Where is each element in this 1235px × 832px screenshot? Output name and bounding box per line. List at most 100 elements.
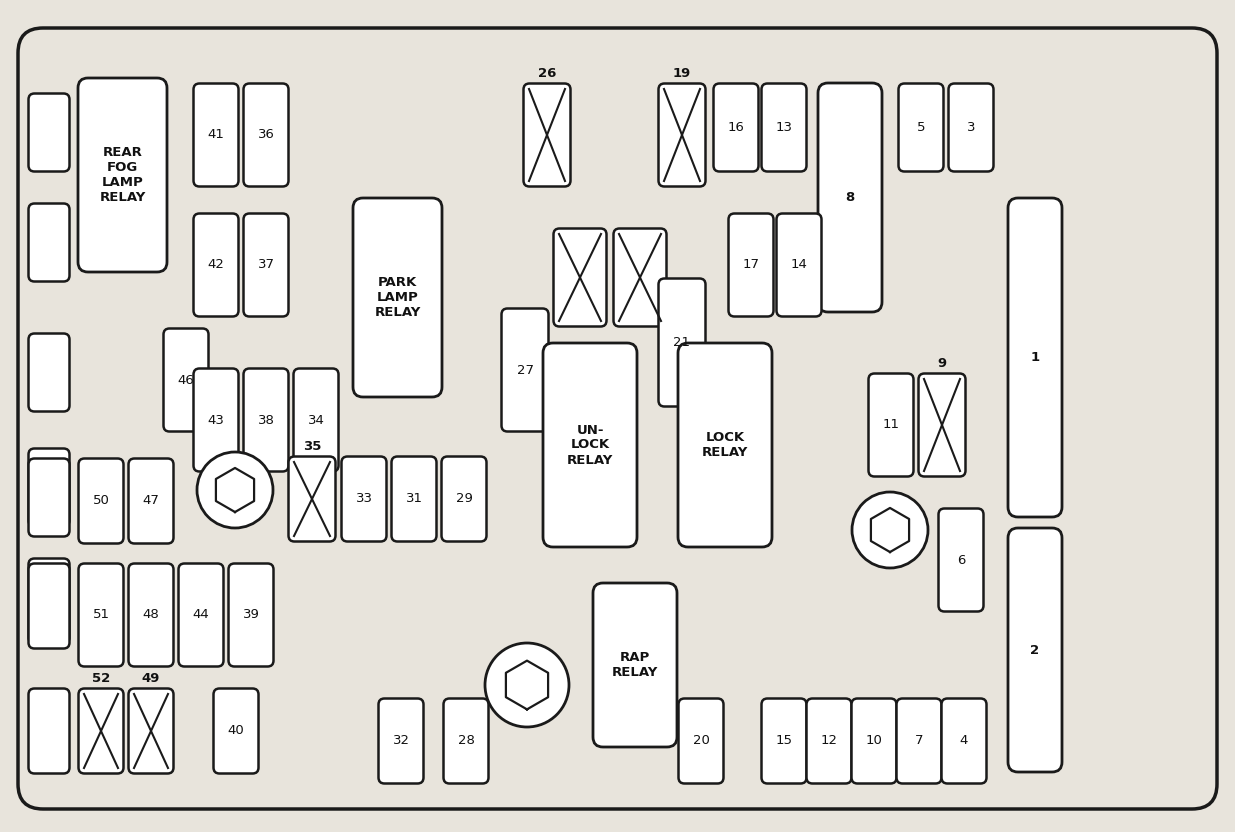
FancyBboxPatch shape	[289, 457, 336, 542]
FancyBboxPatch shape	[678, 699, 724, 784]
FancyBboxPatch shape	[28, 458, 69, 537]
Circle shape	[485, 643, 569, 727]
Text: 3: 3	[967, 121, 976, 134]
FancyBboxPatch shape	[806, 699, 851, 784]
FancyBboxPatch shape	[614, 229, 667, 326]
FancyBboxPatch shape	[79, 563, 124, 666]
FancyBboxPatch shape	[593, 583, 677, 747]
Text: 31: 31	[405, 493, 422, 506]
Text: 17: 17	[742, 259, 760, 271]
Text: 42: 42	[207, 259, 225, 271]
Text: 10: 10	[866, 735, 883, 747]
FancyBboxPatch shape	[919, 374, 966, 477]
Text: LOCK
RELAY: LOCK RELAY	[701, 431, 748, 459]
Text: 52: 52	[91, 672, 110, 685]
FancyBboxPatch shape	[1008, 198, 1062, 517]
Text: 28: 28	[457, 735, 474, 747]
FancyBboxPatch shape	[128, 458, 173, 543]
FancyBboxPatch shape	[163, 329, 209, 432]
FancyBboxPatch shape	[948, 83, 993, 171]
FancyBboxPatch shape	[243, 83, 289, 186]
FancyBboxPatch shape	[79, 689, 124, 774]
Text: REAR
FOG
LAMP
RELAY: REAR FOG LAMP RELAY	[99, 146, 146, 204]
Text: 41: 41	[207, 128, 225, 141]
FancyBboxPatch shape	[678, 343, 772, 547]
FancyBboxPatch shape	[1008, 528, 1062, 772]
Text: 27: 27	[516, 364, 534, 377]
Text: 20: 20	[693, 735, 709, 747]
FancyBboxPatch shape	[353, 198, 442, 397]
FancyBboxPatch shape	[128, 689, 173, 774]
Text: 46: 46	[178, 374, 194, 387]
FancyBboxPatch shape	[762, 83, 806, 171]
FancyBboxPatch shape	[28, 93, 69, 171]
Text: 40: 40	[227, 725, 245, 737]
FancyBboxPatch shape	[28, 558, 69, 643]
FancyBboxPatch shape	[391, 457, 436, 542]
FancyBboxPatch shape	[714, 83, 758, 171]
FancyBboxPatch shape	[179, 563, 224, 666]
Text: 34: 34	[308, 414, 325, 427]
FancyBboxPatch shape	[441, 457, 487, 542]
FancyBboxPatch shape	[777, 214, 821, 316]
FancyBboxPatch shape	[214, 689, 258, 774]
FancyBboxPatch shape	[524, 83, 571, 186]
FancyBboxPatch shape	[28, 334, 69, 412]
FancyBboxPatch shape	[378, 699, 424, 784]
Text: 4: 4	[960, 735, 968, 747]
Text: 15: 15	[776, 735, 793, 747]
Text: 35: 35	[303, 440, 321, 453]
Text: PARK
LAMP
RELAY: PARK LAMP RELAY	[374, 276, 421, 319]
FancyBboxPatch shape	[543, 343, 637, 547]
Text: 19: 19	[673, 67, 692, 80]
FancyBboxPatch shape	[658, 83, 705, 186]
FancyBboxPatch shape	[729, 214, 773, 316]
Text: 49: 49	[142, 672, 161, 685]
FancyBboxPatch shape	[194, 83, 238, 186]
FancyBboxPatch shape	[28, 689, 69, 774]
Text: 14: 14	[790, 259, 808, 271]
Text: UN-
LOCK
RELAY: UN- LOCK RELAY	[567, 423, 614, 467]
FancyBboxPatch shape	[818, 83, 882, 312]
Text: RAP
RELAY: RAP RELAY	[611, 651, 658, 679]
Text: 32: 32	[393, 735, 410, 747]
Text: 37: 37	[258, 259, 274, 271]
Text: 43: 43	[207, 414, 225, 427]
Text: 16: 16	[727, 121, 745, 134]
Text: 11: 11	[883, 418, 899, 432]
FancyBboxPatch shape	[501, 309, 548, 432]
Text: 51: 51	[93, 608, 110, 622]
FancyBboxPatch shape	[78, 78, 167, 272]
Text: 12: 12	[820, 735, 837, 747]
FancyBboxPatch shape	[294, 369, 338, 472]
Text: 8: 8	[846, 191, 855, 204]
Text: 48: 48	[142, 608, 159, 622]
FancyBboxPatch shape	[243, 369, 289, 472]
FancyBboxPatch shape	[342, 457, 387, 542]
FancyBboxPatch shape	[941, 699, 987, 784]
Text: 39: 39	[242, 608, 259, 622]
FancyBboxPatch shape	[28, 448, 69, 527]
FancyBboxPatch shape	[128, 563, 173, 666]
FancyBboxPatch shape	[228, 563, 273, 666]
Circle shape	[852, 492, 927, 568]
Text: 1: 1	[1030, 351, 1040, 364]
FancyBboxPatch shape	[899, 83, 944, 171]
FancyBboxPatch shape	[28, 204, 69, 281]
FancyBboxPatch shape	[658, 279, 705, 407]
Text: 13: 13	[776, 121, 793, 134]
Text: 9: 9	[937, 357, 946, 370]
Text: 47: 47	[142, 494, 159, 508]
FancyBboxPatch shape	[243, 214, 289, 316]
FancyBboxPatch shape	[851, 699, 897, 784]
FancyBboxPatch shape	[194, 369, 238, 472]
Text: 50: 50	[93, 494, 110, 508]
FancyBboxPatch shape	[19, 28, 1216, 809]
FancyBboxPatch shape	[28, 563, 69, 648]
Text: 38: 38	[258, 414, 274, 427]
FancyBboxPatch shape	[897, 699, 941, 784]
Text: 21: 21	[673, 336, 690, 349]
Text: 26: 26	[537, 67, 556, 80]
Text: 29: 29	[456, 493, 473, 506]
Text: 44: 44	[193, 608, 210, 622]
